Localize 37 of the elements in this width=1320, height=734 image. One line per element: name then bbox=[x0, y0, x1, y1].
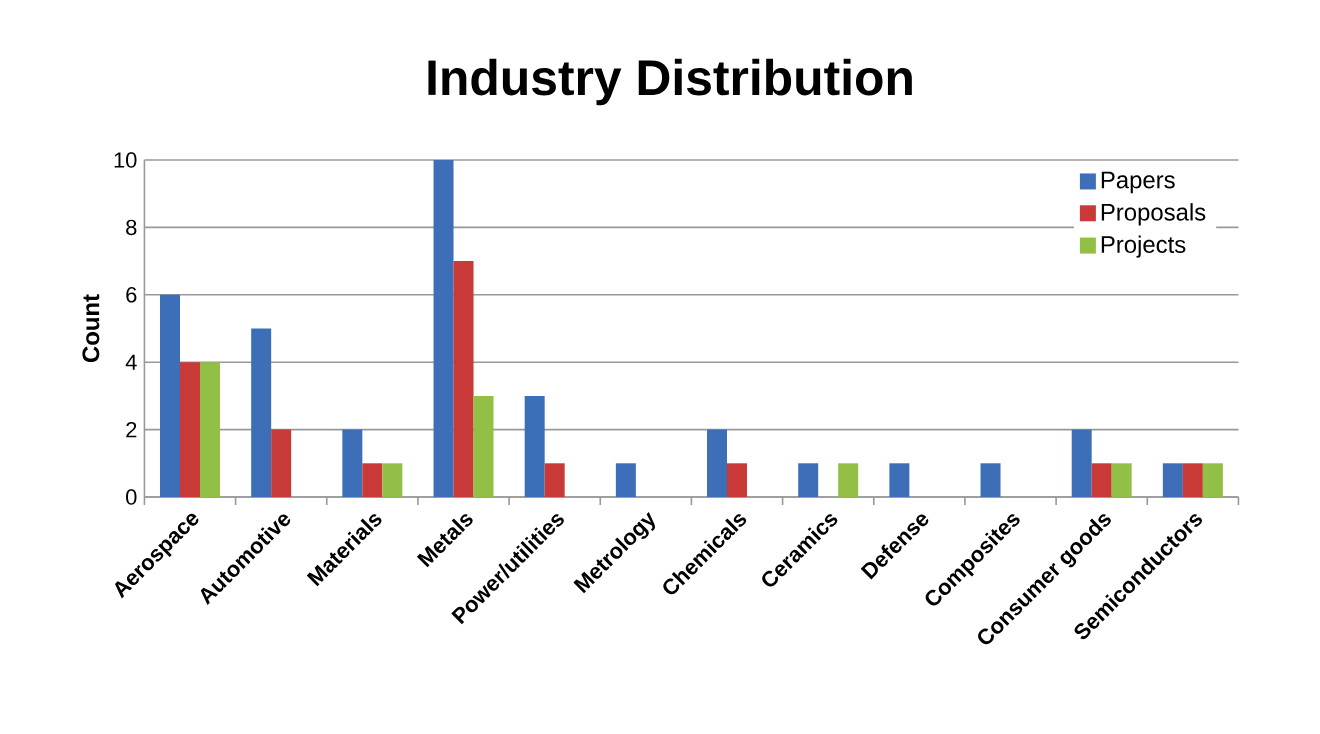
chart-title: Industry Distribution bbox=[428, 58, 912, 106]
y-axis-title: Count bbox=[82, 294, 100, 363]
y-tick-label: 0 bbox=[126, 489, 137, 505]
bar bbox=[544, 463, 565, 497]
bar bbox=[453, 261, 474, 497]
bar bbox=[524, 395, 545, 497]
bar bbox=[1091, 463, 1112, 497]
y-tick-label: 6 bbox=[126, 287, 137, 303]
bar bbox=[160, 294, 181, 497]
y-tick-label: 4 bbox=[125, 354, 137, 370]
legend-label: Proposals bbox=[1101, 203, 1206, 226]
y-tick-label: 10 bbox=[114, 152, 137, 168]
bar bbox=[342, 429, 363, 497]
y-tick-label: 2 bbox=[126, 421, 137, 438]
bar bbox=[1182, 463, 1203, 497]
legend-label: Papers bbox=[1101, 171, 1175, 194]
bar bbox=[1071, 429, 1092, 497]
bar bbox=[707, 429, 728, 497]
y-tick-label: 8 bbox=[126, 219, 137, 236]
bar bbox=[838, 463, 859, 497]
bar bbox=[798, 463, 819, 497]
bar bbox=[180, 362, 201, 497]
bar bbox=[382, 463, 403, 497]
bar bbox=[727, 463, 748, 497]
bar bbox=[433, 159, 454, 497]
bar bbox=[1202, 463, 1223, 497]
bar bbox=[473, 395, 494, 497]
bar bbox=[1111, 463, 1132, 497]
bar bbox=[1162, 463, 1183, 497]
bar bbox=[980, 463, 1001, 497]
bar bbox=[362, 463, 383, 497]
bar bbox=[615, 463, 636, 497]
bar bbox=[200, 362, 221, 497]
legend-label: Projects bbox=[1101, 235, 1186, 258]
bar bbox=[889, 463, 910, 497]
bar bbox=[271, 429, 292, 497]
bar bbox=[251, 328, 272, 497]
